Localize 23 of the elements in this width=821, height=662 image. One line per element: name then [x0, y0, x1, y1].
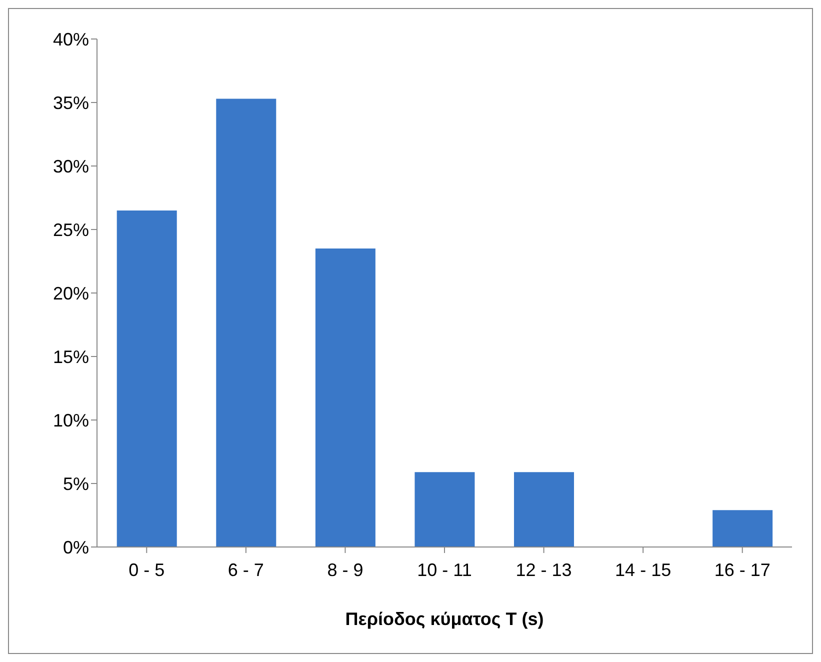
bar — [514, 472, 574, 547]
y-tick-label: 30% — [52, 156, 89, 176]
x-tick-label: 0 - 5 — [128, 560, 165, 580]
x-tick-label: 10 - 11 — [417, 560, 472, 580]
x-tick-label: 8 - 9 — [327, 560, 364, 580]
y-tick-label: 35% — [52, 92, 89, 113]
bar — [216, 98, 276, 547]
bar — [712, 510, 773, 547]
y-tick-label: 25% — [52, 220, 89, 240]
x-axis-title: Περίοδος κύματος T (s) — [345, 609, 544, 629]
x-tick-label: 16 - 17 — [714, 560, 770, 580]
y-tick-label: 40% — [52, 29, 89, 50]
bar — [116, 210, 177, 547]
y-tick-label: 15% — [52, 346, 89, 367]
bar — [414, 472, 475, 547]
y-tick-label: 5% — [62, 474, 89, 494]
x-tick-label: 14 - 15 — [615, 560, 672, 580]
y-tick-label: 10% — [52, 410, 89, 430]
bar — [315, 248, 376, 547]
y-tick-label: 0% — [62, 537, 89, 558]
x-tick-label: 6 - 7 — [228, 560, 264, 580]
x-tick-label: 12 - 13 — [516, 560, 572, 580]
y-tick-label: 20% — [52, 283, 89, 304]
